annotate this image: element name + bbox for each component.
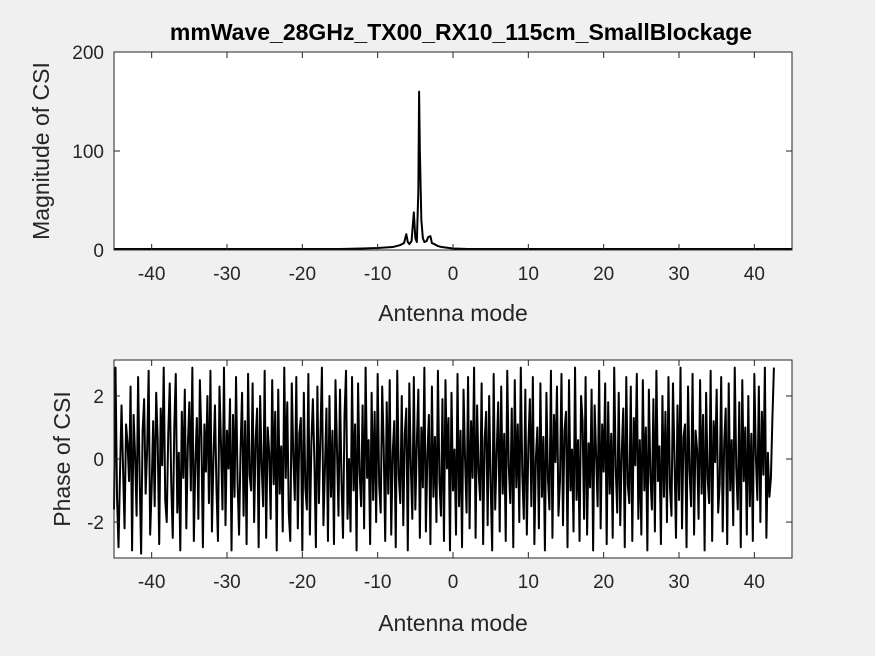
x-tick-label: -30: [213, 264, 240, 285]
y-axis-label: Magnitude of CSI: [28, 62, 54, 240]
x-tick-label: 0: [448, 572, 459, 593]
x-tick-label: 20: [593, 264, 614, 285]
x-axis-label: Antenna mode: [378, 300, 528, 326]
y-tick-label: 0: [93, 241, 104, 262]
y-axis-label: Phase of CSI: [49, 391, 75, 527]
y-tick-label: 2: [93, 387, 104, 408]
x-tick-label: 10: [518, 572, 539, 593]
x-tick-label: 10: [518, 264, 539, 285]
x-tick-label: -10: [364, 264, 391, 285]
y-tick-label: 100: [72, 142, 104, 163]
magnitude-axes: -40 -30 -20 -10 0 10 20 30 40 0 100 200 Antenna mode…: [28, 19, 793, 326]
x-tick-label: -30: [213, 572, 240, 593]
plot-area: [114, 52, 792, 250]
x-tick-label: -40: [138, 264, 165, 285]
y-tick-label: 200: [72, 43, 104, 64]
x-tick-label: 0: [448, 264, 459, 285]
x-tick-label: 30: [668, 264, 689, 285]
x-tick-label: 40: [744, 264, 765, 285]
x-tick-label: 30: [668, 572, 689, 593]
x-axis-label: Antenna mode: [378, 610, 528, 636]
x-tick-label: -40: [138, 572, 165, 593]
series-line: [113, 366, 775, 555]
x-tick-label: -10: [364, 572, 391, 593]
x-tick-label: -20: [289, 572, 316, 593]
x-tick-label: -20: [289, 264, 316, 285]
series-line: [114, 90, 792, 251]
y-tick-label: -2: [87, 513, 104, 534]
chart-title: mmWave_28GHz_TX00_RX10_115cm_SmallBlocka…: [170, 19, 752, 45]
x-tick-label: 40: [744, 572, 765, 593]
x-tick-label: 20: [593, 572, 614, 593]
y-tick-label: 0: [93, 450, 104, 471]
